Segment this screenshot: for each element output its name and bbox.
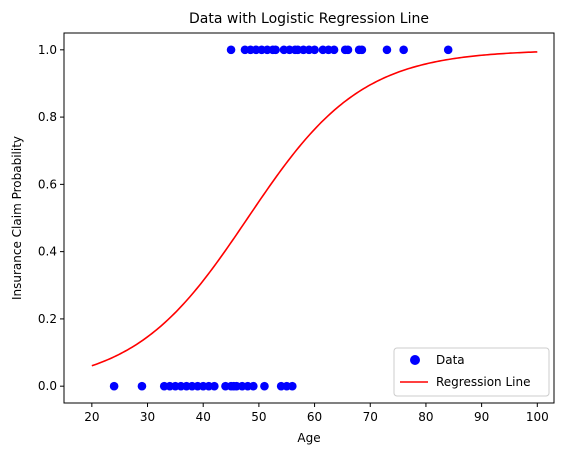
x-tick-label: 20 [84, 410, 99, 424]
regression-series [91, 51, 538, 367]
data-point [443, 45, 453, 55]
data-point [399, 45, 408, 55]
data-point [249, 381, 258, 391]
x-tick-label: 70 [363, 410, 378, 424]
y-tick-label: 0.6 [38, 177, 57, 191]
y-tick-label: 0.0 [38, 379, 57, 393]
x-tick-label: 50 [251, 410, 266, 424]
y-tick-label: 0.4 [38, 245, 57, 259]
data-point [109, 381, 119, 391]
data-point [137, 381, 147, 391]
data-point [226, 45, 236, 55]
x-tick-label: 80 [418, 410, 433, 424]
data-point [357, 45, 367, 55]
y-axis-title: Insurance Claim Probability [10, 136, 24, 300]
data-point [260, 381, 269, 391]
y-axis-ticks: 0.0 0.2 0.4 0.6 0.8 1.0 [38, 43, 64, 393]
y-tick-label: 0.2 [38, 312, 57, 326]
y-tick-label: 0.8 [38, 110, 57, 124]
x-tick-label: 90 [474, 410, 489, 424]
x-tick-label: 30 [140, 410, 155, 424]
legend-frame [393, 347, 550, 397]
data-point [382, 45, 392, 55]
x-axis-title: Age [297, 431, 320, 445]
plot-area [63, 32, 555, 404]
x-tick-label: 100 [526, 410, 549, 424]
legend: Data Regression Line [393, 347, 550, 397]
data-point [288, 381, 297, 391]
x-tick-label: 40 [196, 410, 211, 424]
data-point [271, 45, 280, 55]
chart-title: Data with Logistic Regression Line [189, 11, 429, 27]
data-point [329, 45, 339, 55]
x-tick-label: 60 [307, 410, 322, 424]
legend-regression-label: Regression Line [436, 375, 530, 389]
data-point [343, 45, 353, 55]
regression-line [91, 51, 538, 367]
scatter-series [109, 45, 453, 391]
legend-data-marker [410, 355, 420, 365]
data-point [210, 381, 219, 391]
legend-data-label: Data [436, 353, 465, 367]
data-point [310, 45, 319, 55]
y-tick-label: 1.0 [38, 43, 57, 57]
x-axis-ticks: 20 30 40 50 60 70 80 90 100 [84, 403, 549, 424]
